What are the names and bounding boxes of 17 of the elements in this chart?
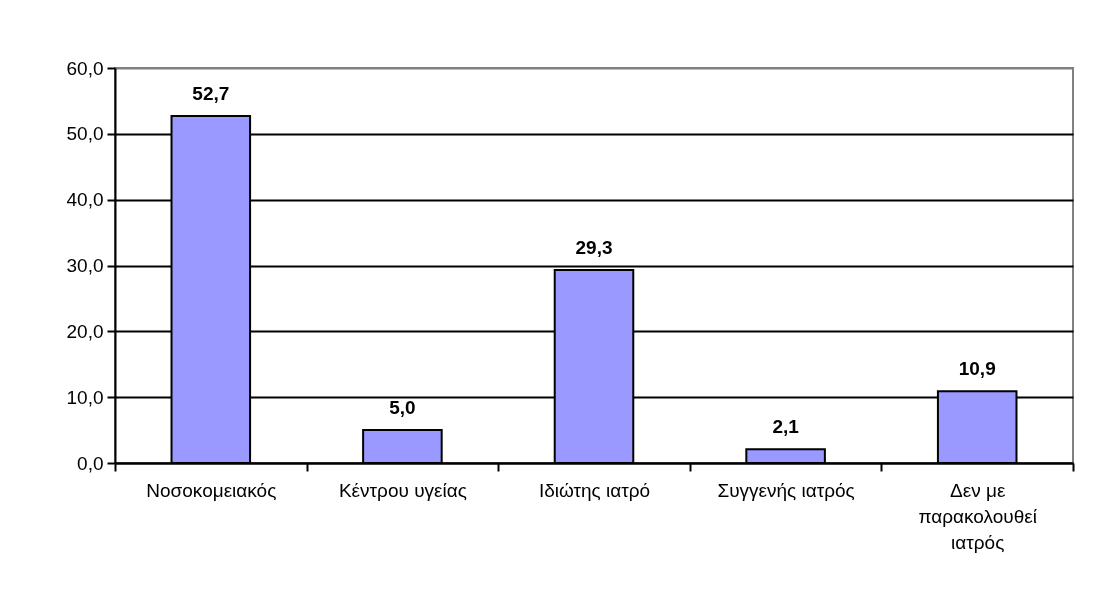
data-label: 10,9 [958,358,996,380]
x-tick-label: Συγγενής ιατρός [717,479,855,501]
y-tick-label: 40,0 [66,189,104,211]
y-tick-label: 60,0 [66,57,104,79]
data-label: 2,1 [772,416,800,438]
y-tick-label: 20,0 [66,320,104,342]
y-tick-label: 0,0 [77,452,104,474]
x-tick-label: Ιδιώτης ιατρό [538,479,651,501]
y-tick-label: 10,0 [66,386,104,408]
data-label: 29,3 [575,237,613,259]
x-tick-label: Δεν με παρακολουθεί ιατρός [918,479,1038,553]
data-label: 5,0 [389,397,416,419]
x-tick-label: Νοσοκομειακός [146,479,277,501]
y-tick-label: 30,0 [66,255,104,276]
x-tick-label: Κέντρου υγείας [338,479,467,501]
data-label: 52,7 [192,83,230,105]
y-tick-label: 50,0 [66,123,104,145]
